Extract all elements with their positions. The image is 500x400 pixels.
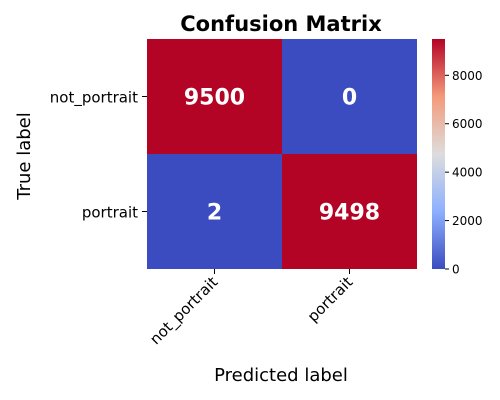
chart-title: Confusion Matrix bbox=[180, 12, 382, 36]
colorbar-ticks: 0 2000 4000 6000 8000 bbox=[445, 69, 483, 277]
colorbar bbox=[432, 39, 445, 269]
heatmap-cells bbox=[147, 39, 417, 269]
cell-value-label: 2 bbox=[207, 201, 222, 226]
x-axis-ticks: not_portrait portrait bbox=[146, 269, 356, 349]
colorbar-tick-label: 0 bbox=[452, 263, 460, 277]
y-tick-label: not_portrait bbox=[50, 89, 138, 108]
y-axis-label: True label bbox=[14, 112, 35, 201]
cell-value-label: 9498 bbox=[319, 201, 380, 226]
colorbar-tick-label: 8000 bbox=[452, 69, 483, 83]
x-tick-label: portrait bbox=[304, 273, 357, 326]
x-tick-label: not_portrait bbox=[146, 273, 222, 349]
y-tick-label: portrait bbox=[82, 204, 138, 222]
colorbar-tick-label: 2000 bbox=[452, 214, 483, 228]
y-axis-ticks: not_portrait portrait bbox=[50, 89, 147, 222]
x-axis-label: Predicted label bbox=[214, 365, 348, 386]
colorbar-tick-label: 4000 bbox=[452, 166, 483, 180]
cell-value-label: 0 bbox=[342, 86, 357, 111]
cell-value-label: 9500 bbox=[184, 86, 245, 111]
colorbar-tick-label: 6000 bbox=[452, 117, 483, 131]
